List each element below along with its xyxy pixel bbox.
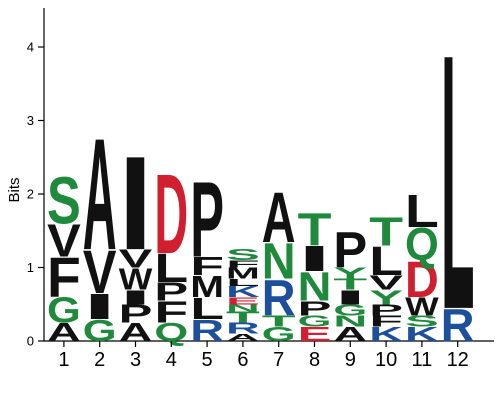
logo-letter: T — [262, 312, 296, 329]
logo-letter: R — [226, 320, 260, 337]
logo-letter: P — [369, 301, 403, 318]
logo-letter: Y — [333, 265, 367, 282]
x-tick-label: 4 — [166, 349, 177, 371]
logo-letter: F — [47, 245, 81, 309]
logo-letter: S — [405, 312, 439, 329]
logo-letter: L — [154, 246, 188, 292]
logo-letter: Y — [369, 286, 403, 309]
logo-letter: G — [333, 301, 367, 318]
logo-letter: R — [262, 270, 296, 326]
y-axis-label: Bits — [6, 177, 23, 202]
logo-letter: N — [333, 313, 367, 330]
x-tick-label: 6 — [237, 349, 248, 371]
logo-letter: V — [47, 215, 81, 267]
x-tick-label: 12 — [447, 349, 469, 371]
logo-letter: I — [119, 286, 153, 309]
logo-letter: K — [226, 283, 260, 300]
logo-letter: L — [405, 185, 439, 237]
logo-letter: D — [405, 252, 439, 308]
logo-letter: K — [405, 322, 439, 345]
logo-letter: G — [298, 312, 332, 329]
logo-letter: P — [333, 221, 367, 278]
x-tick-label: 11 — [412, 349, 433, 371]
logo-letter: P — [298, 297, 332, 320]
logo-letter: M — [190, 269, 224, 304]
x-tick-label: 5 — [202, 349, 213, 371]
x-tick-label: 1 — [58, 349, 69, 371]
y-tick-label: 0 — [27, 334, 34, 349]
logo-letter: L — [190, 291, 224, 325]
x-tick-label: 8 — [309, 349, 320, 371]
logo-letter: D — [154, 152, 188, 277]
logo-letter: Q — [405, 218, 439, 271]
logo-letter: S — [226, 246, 260, 263]
logo-letter: A — [262, 177, 296, 258]
logo-letter: T — [226, 309, 260, 326]
logo-letter: I — [298, 239, 332, 279]
logo-letter: P — [119, 300, 153, 329]
y-ticks: 0 1 2 3 4 — [27, 40, 44, 349]
logo-letter: P — [190, 159, 224, 279]
logo-letter: T — [369, 209, 403, 255]
x-ticks: 1 2 3 4 5 6 7 8 9 10 11 12 — [58, 341, 469, 371]
logo-letter: G — [262, 323, 296, 346]
logo-letter: N — [298, 264, 332, 310]
y-tick-label: 4 — [27, 40, 34, 55]
x-tick-label: 2 — [94, 349, 105, 371]
logo-letter: E — [298, 323, 332, 346]
logo-letter: I — [83, 286, 117, 326]
logo-letter: F — [369, 312, 403, 329]
logo-letter: V — [83, 237, 117, 306]
y-tick-label: 2 — [27, 187, 34, 202]
logo-letter: L — [369, 239, 403, 285]
x-tick-label: 9 — [345, 349, 356, 371]
logo-letter: L — [441, 0, 475, 386]
logo-letter: F — [226, 258, 260, 269]
x-tick-label: 7 — [273, 349, 284, 371]
logo-letter: W — [405, 292, 439, 321]
x-tick-label: 3 — [130, 349, 141, 371]
y-tick-label: 1 — [27, 260, 34, 275]
logo-letter: V — [369, 271, 403, 294]
logo-letter: P — [154, 278, 188, 307]
logo-letter: A — [226, 332, 260, 344]
logo-letter: I — [333, 286, 367, 309]
logo-letter: W — [119, 263, 153, 297]
logo-letter: K — [369, 322, 403, 345]
logo-letter: E — [226, 295, 260, 307]
logo-letter: A — [83, 105, 117, 283]
x-tick-label: 10 — [375, 349, 397, 371]
logo-letter: N — [226, 303, 260, 315]
logo-letter: V — [119, 245, 153, 273]
logo-letter: G — [47, 291, 81, 331]
logo-letter: L — [226, 277, 260, 288]
logo-letter: I — [119, 129, 153, 278]
logo-letter: A — [333, 322, 367, 345]
logo-letter: T — [333, 276, 367, 293]
logo-letter: S — [47, 163, 81, 238]
logo-letter: F — [154, 295, 188, 329]
logo-letter: F — [190, 252, 224, 281]
logo-letter: T — [298, 204, 332, 256]
logo-letter: N — [262, 234, 296, 290]
y-tick-label: 3 — [27, 113, 34, 128]
logo-letter: M — [226, 264, 260, 282]
letter-stacks: AGFVSGIVAAPIWVIQFPLDRLMFPARTNEKLMFSGTRNA… — [47, 0, 475, 386]
